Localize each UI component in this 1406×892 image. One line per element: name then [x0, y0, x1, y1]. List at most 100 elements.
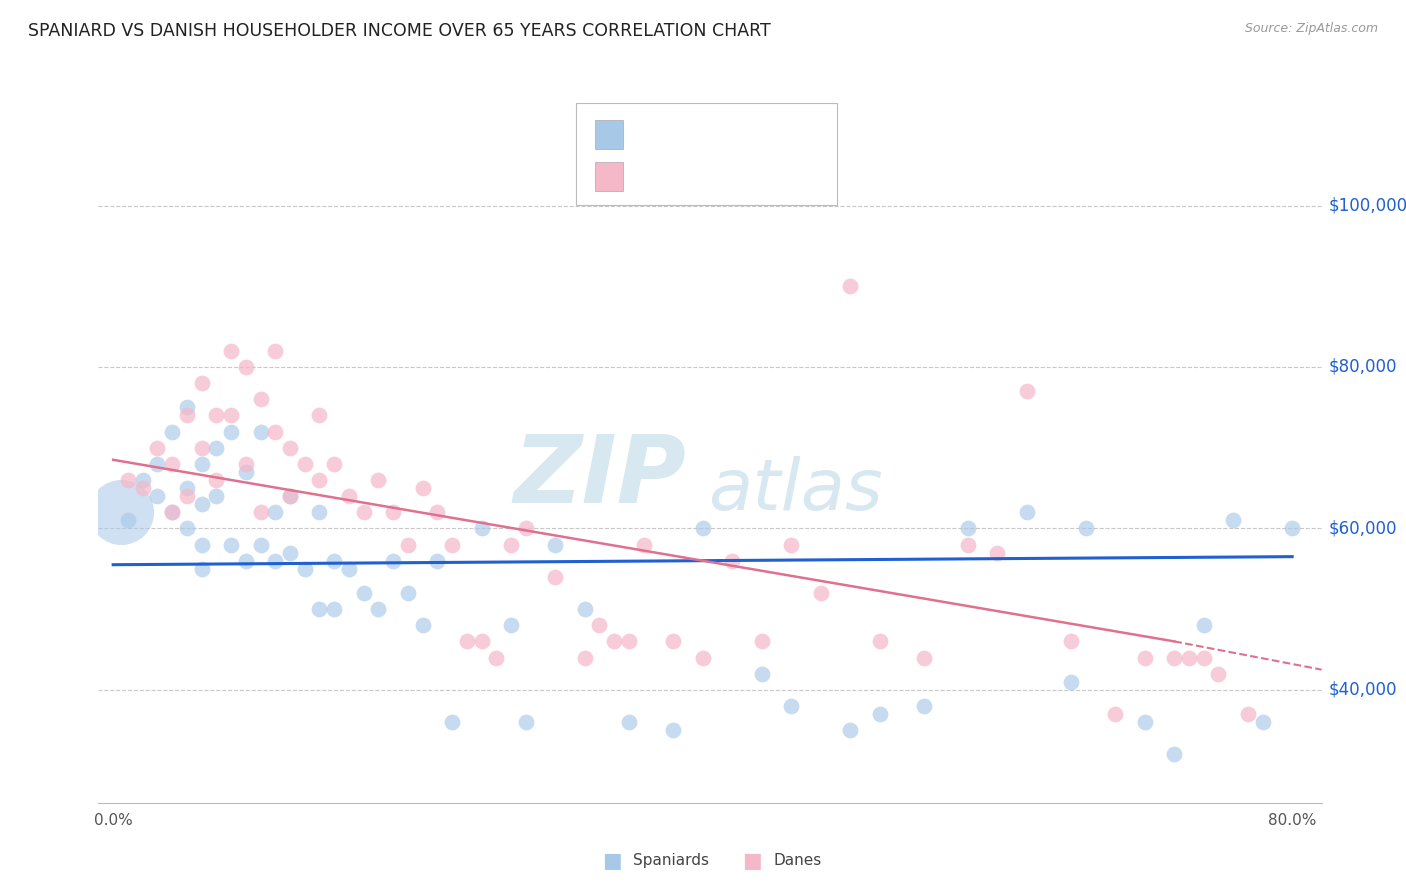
- Point: [117, 513, 139, 527]
- Point: [160, 425, 183, 439]
- Point: [1015, 384, 1038, 399]
- Point: [574, 602, 596, 616]
- Point: [1163, 747, 1185, 762]
- Text: $40,000: $40,000: [1329, 681, 1398, 698]
- Point: [485, 650, 508, 665]
- Point: [219, 537, 242, 551]
- Point: [190, 562, 212, 576]
- Point: [131, 481, 153, 495]
- Point: [131, 473, 153, 487]
- Point: [1178, 650, 1201, 665]
- Point: [264, 554, 287, 568]
- Point: [249, 425, 271, 439]
- Text: $100,000: $100,000: [1329, 196, 1406, 215]
- Point: [160, 505, 183, 519]
- Point: [190, 441, 212, 455]
- Text: SPANIARD VS DANISH HOUSEHOLDER INCOME OVER 65 YEARS CORRELATION CHART: SPANIARD VS DANISH HOUSEHOLDER INCOME OV…: [28, 22, 770, 40]
- Text: Danes: Danes: [773, 854, 821, 868]
- Point: [471, 521, 494, 535]
- Point: [190, 457, 212, 471]
- Point: [219, 409, 242, 423]
- Point: [382, 505, 405, 519]
- Point: [176, 409, 198, 423]
- Point: [323, 457, 346, 471]
- Point: [588, 618, 610, 632]
- Point: [308, 505, 330, 519]
- Point: [751, 634, 773, 648]
- Point: [662, 723, 685, 738]
- Point: [1015, 505, 1038, 519]
- Point: [1074, 521, 1097, 535]
- Point: [337, 562, 360, 576]
- Point: [219, 343, 242, 358]
- Point: [235, 465, 257, 479]
- Point: [294, 457, 316, 471]
- Point: [721, 554, 744, 568]
- Point: [956, 537, 979, 551]
- Point: [278, 489, 301, 503]
- Point: [1133, 715, 1156, 730]
- Point: [426, 505, 449, 519]
- Point: [278, 441, 301, 455]
- Text: ■: ■: [742, 851, 762, 871]
- Point: [235, 457, 257, 471]
- Point: [1192, 618, 1215, 632]
- Point: [617, 715, 640, 730]
- Point: [869, 706, 891, 721]
- Point: [396, 586, 419, 600]
- Point: [146, 489, 169, 503]
- Point: [412, 618, 434, 632]
- Point: [956, 521, 979, 535]
- Point: [249, 537, 271, 551]
- Point: [441, 715, 464, 730]
- Text: ZIP: ZIP: [513, 432, 686, 524]
- Point: [294, 562, 316, 576]
- Point: [1192, 650, 1215, 665]
- Point: [1281, 521, 1303, 535]
- Point: [544, 537, 567, 551]
- Point: [382, 554, 405, 568]
- Point: [1133, 650, 1156, 665]
- Point: [278, 489, 301, 503]
- Text: atlas: atlas: [709, 457, 883, 525]
- Point: [278, 546, 301, 560]
- Point: [603, 634, 626, 648]
- Text: 61: 61: [768, 126, 789, 141]
- Text: N =: N =: [725, 126, 769, 141]
- Point: [456, 634, 478, 648]
- Point: [633, 537, 655, 551]
- Point: [1163, 650, 1185, 665]
- Point: [146, 457, 169, 471]
- Point: [323, 554, 346, 568]
- Point: [176, 489, 198, 503]
- Text: -0.208: -0.208: [676, 167, 731, 182]
- Point: [1208, 666, 1230, 681]
- Text: Spaniards: Spaniards: [633, 854, 709, 868]
- Text: 0.010: 0.010: [676, 126, 724, 141]
- Text: 64: 64: [775, 167, 796, 182]
- Point: [471, 634, 494, 648]
- Point: [205, 441, 228, 455]
- Point: [499, 618, 522, 632]
- Point: [205, 489, 228, 503]
- Point: [780, 698, 803, 713]
- Point: [160, 505, 183, 519]
- Point: [264, 343, 287, 358]
- Point: [110, 505, 132, 519]
- Point: [353, 505, 375, 519]
- Text: $80,000: $80,000: [1329, 358, 1398, 376]
- Point: [160, 457, 183, 471]
- Point: [219, 425, 242, 439]
- Point: [205, 409, 228, 423]
- Point: [1222, 513, 1244, 527]
- Text: R =: R =: [634, 167, 668, 182]
- Point: [146, 441, 169, 455]
- Point: [1104, 706, 1126, 721]
- Point: [249, 392, 271, 407]
- Point: [986, 546, 1008, 560]
- Point: [235, 554, 257, 568]
- Text: $60,000: $60,000: [1329, 519, 1398, 537]
- Point: [337, 489, 360, 503]
- Point: [323, 602, 346, 616]
- Point: [367, 473, 389, 487]
